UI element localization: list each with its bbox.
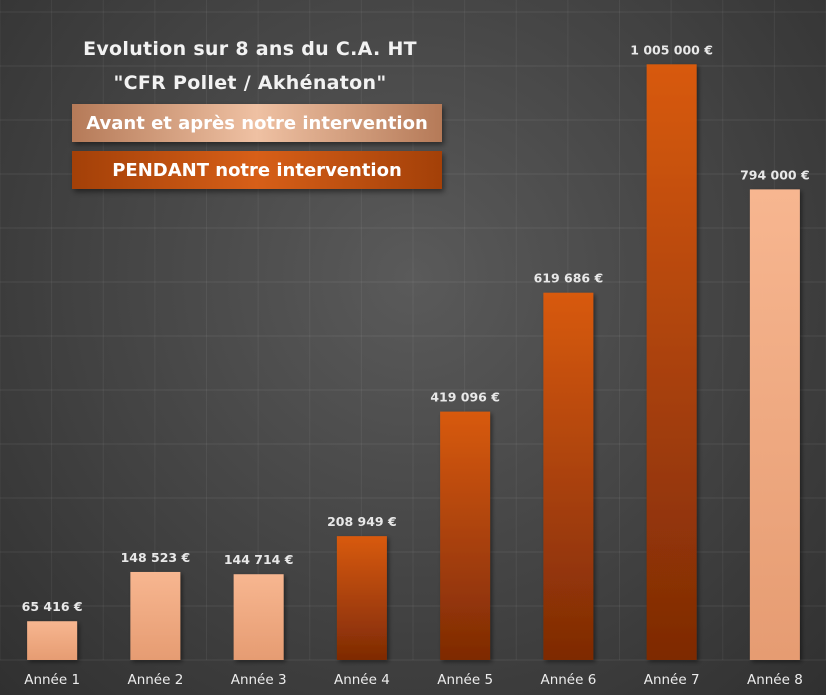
x-tick-label-4: Année 4 (334, 672, 390, 688)
bar-7 (646, 64, 697, 661)
data-label-7: 1 005 000 € (630, 42, 713, 57)
data-label-8: 794 000 € (740, 167, 810, 182)
bar-1 (27, 621, 78, 660)
x-tick-label-5: Année 5 (437, 672, 493, 688)
bar-3 (233, 574, 284, 660)
x-tick-label-7: Année 7 (644, 672, 700, 688)
data-label-1: 65 416 € (22, 599, 83, 614)
bars (27, 64, 800, 661)
x-tick-label-6: Année 6 (540, 672, 596, 688)
data-label-6: 619 686 € (534, 271, 604, 286)
legend-item-during: PENDANT notre intervention (72, 151, 442, 189)
data-label-3: 144 714 € (224, 552, 294, 567)
data-label-2: 148 523 € (121, 550, 191, 565)
x-tick-label-8: Année 8 (747, 672, 803, 688)
legend-item-before-after: Avant et après notre intervention (72, 104, 442, 142)
x-axis-tick-labels: Année 1 Année 2 Année 3 Année 4 Année 5 Année… (24, 672, 803, 688)
bar-8 (749, 189, 800, 660)
chart-subtitle: "CFR Pollet / Akhénaton" (113, 72, 387, 94)
data-label-5: 419 096 € (430, 390, 500, 405)
data-label-4: 208 949 € (327, 514, 397, 529)
x-tick-label-1: Année 1 (24, 672, 80, 688)
legend-label-before-after: Avant et après notre intervention (86, 112, 428, 134)
value-labels: 65 416 € 148 523 € 144 714 € 208 949 € 419 0… (22, 42, 810, 614)
bar-4 (336, 536, 387, 660)
bar-2 (130, 571, 181, 660)
bar-5 (440, 411, 491, 660)
legend-label-during: PENDANT notre intervention (112, 159, 402, 181)
bar-6 (543, 292, 594, 660)
chart-title: Evolution sur 8 ans du C.A. HT (83, 38, 417, 60)
x-tick-label-2: Année 2 (127, 672, 183, 688)
x-tick-label-3: Année 3 (231, 672, 287, 688)
